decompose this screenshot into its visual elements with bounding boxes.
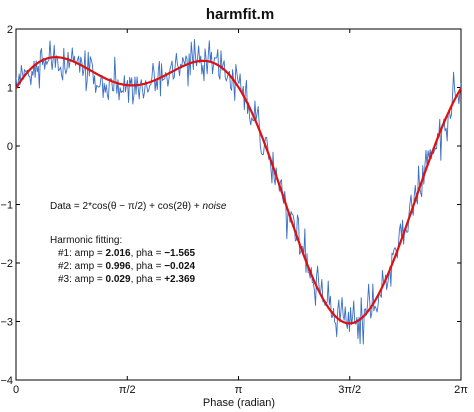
x-tick-label: 0 — [13, 384, 19, 396]
fit-1-pha: −1.565 — [164, 248, 195, 259]
noisy-data-line — [16, 39, 461, 345]
fit-1-mid: , pha = — [131, 248, 165, 259]
fit-1-amp: 2.016 — [106, 248, 131, 259]
y-tick-label: 2 — [7, 24, 13, 36]
series-layer — [16, 39, 461, 345]
fit-3-amp: 0.029 — [106, 274, 131, 285]
fit-3-prefix: #3: amp = — [58, 274, 106, 285]
x-tick-label: 3π/2 — [338, 384, 361, 396]
fit-2-amp: 0.996 — [106, 261, 131, 272]
annotation-block: Data = 2*cos(θ − π/2) + cos(2θ) + noise … — [50, 201, 227, 285]
fit-line-1: #1: amp = 2.016, pha = −1.565 — [58, 248, 196, 259]
y-tick-label: 0 — [7, 141, 13, 153]
fit-1-prefix: #1: amp = — [58, 248, 106, 259]
y-tick-label: 1 — [7, 83, 13, 95]
x-axis-label: Phase (radian) — [203, 397, 275, 409]
data-equation-noise: noise — [203, 201, 227, 212]
fit-2-mid: , pha = — [131, 261, 165, 272]
y-tick-label: −3 — [0, 317, 13, 329]
fit-2-prefix: #2: amp = — [58, 261, 106, 272]
y-tick-label: −2 — [0, 258, 13, 270]
fit-curve — [16, 56, 461, 325]
y-tick-label: −1 — [0, 200, 13, 212]
fit-2-pha: −0.024 — [164, 261, 195, 272]
chart-title: harmfit.m — [206, 6, 274, 23]
data-equation: Data = 2*cos(θ − π/2) + cos(2θ) + noise — [50, 201, 227, 212]
fit-3-pha: +2.369 — [164, 274, 195, 285]
fit-line-2: #2: amp = 0.996, pha = −0.024 — [58, 261, 196, 272]
x-tick-label: 2π — [454, 384, 468, 396]
y-tick-label: −4 — [0, 375, 13, 387]
axis-ticks: 0 π/2 π 3π/2 2π 2 1 0 −1 −2 −3 −4 — [0, 24, 468, 396]
data-equation-text: Data = 2*cos(θ − π/2) + cos(2θ) + — [50, 201, 203, 212]
fitting-title: Harmonic fitting: — [50, 235, 122, 246]
fit-line-3: #3: amp = 0.029, pha = +2.369 — [58, 274, 196, 285]
x-tick-label: π — [235, 384, 243, 396]
x-tick-label: π/2 — [119, 384, 136, 396]
fit-3-mid: , pha = — [131, 274, 165, 285]
